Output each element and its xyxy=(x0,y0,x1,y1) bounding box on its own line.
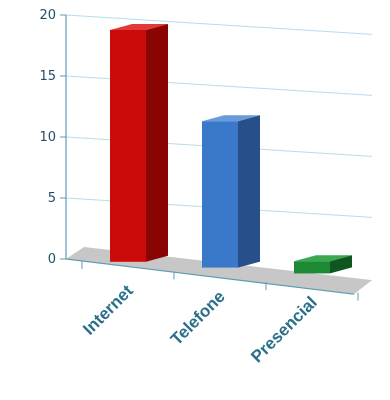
bar-top-telefone xyxy=(202,115,260,122)
bar-side-internet xyxy=(146,24,168,262)
bar-presencial xyxy=(294,255,352,274)
bar-front-internet xyxy=(110,29,146,262)
bar-front-presencial xyxy=(294,261,330,274)
bar-internet xyxy=(110,24,168,262)
xtick-label-telefone: Telefone xyxy=(167,287,229,349)
bar-telefone xyxy=(202,115,260,268)
bar-side-presencial xyxy=(330,255,352,274)
bar-top-presencial xyxy=(294,255,352,262)
tick-labels: 0 5 10 15 20 Internet Telefone Presencial xyxy=(39,8,320,366)
ytick-label-5: 5 xyxy=(48,191,56,206)
bar-front-telefone xyxy=(202,121,238,268)
axes xyxy=(60,14,359,301)
xtick-label-internet: Internet xyxy=(79,281,137,339)
bar-side-telefone xyxy=(238,115,260,268)
x-axis xyxy=(65,258,355,295)
bars xyxy=(110,24,352,274)
gridline-20 xyxy=(65,14,373,35)
ytick-label-20: 20 xyxy=(39,8,56,23)
xtick-label-presencial: Presencial xyxy=(247,293,321,367)
ytick-label-0: 0 xyxy=(48,252,56,267)
bar-top-internet xyxy=(110,24,168,30)
ytick-label-10: 10 xyxy=(39,130,56,145)
ytick-label-15: 15 xyxy=(39,69,56,84)
